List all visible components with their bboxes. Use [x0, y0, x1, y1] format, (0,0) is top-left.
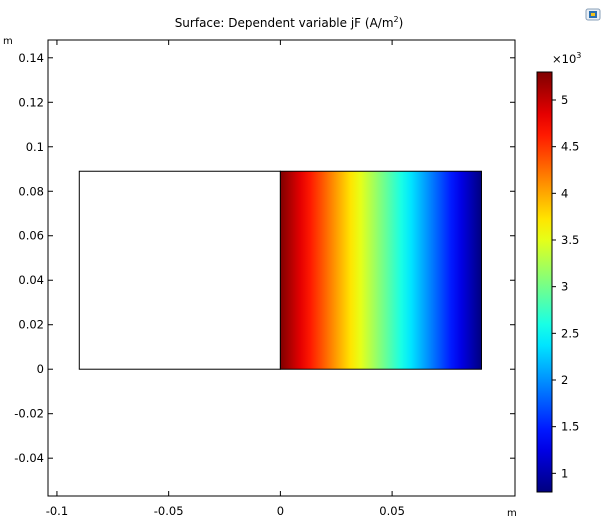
colorbar-tick-label: 3.5	[561, 233, 579, 247]
x-tick-label: 0.05	[379, 504, 405, 518]
y-tick-label: 0	[37, 362, 44, 376]
y-tick-label: 0.02	[18, 318, 44, 332]
x-axis-ticks: -0.1 -0.05 0 0.05	[46, 40, 405, 518]
x-tick-label: -0.1	[46, 504, 68, 518]
y-tick-label: 0.1	[26, 140, 44, 154]
colorbar-multiplier-exponent: 3	[576, 51, 581, 60]
comsol-plot-window-icon[interactable]	[585, 8, 601, 21]
left-domain	[78, 170, 281, 370]
colorbar-tick-label: 2.5	[561, 326, 579, 340]
y-tick-label: 0.04	[18, 273, 44, 287]
colorbar-tick-label: 1	[561, 466, 568, 480]
x-tick-label: -0.05	[154, 504, 184, 518]
colorbar-multiplier: ×103	[552, 51, 581, 66]
colorbar-tick-label: 4.5	[561, 140, 579, 154]
colorbar-tick-label: 2	[561, 373, 568, 387]
colorbar-tick-label: 4	[561, 186, 568, 200]
plot-title-superscript: 2	[394, 15, 399, 24]
y-tick-label: 0.06	[18, 229, 44, 243]
plot-title: Surface: Dependent variable jF (A/m2)	[175, 15, 404, 30]
colorbar	[536, 71, 553, 493]
colorbar-tick-label: 1.5	[561, 420, 579, 434]
y-axis-ticks: -0.04 -0.02 0 0.02 0.04 0.06 0.08 0.1 0.12 0.14	[14, 51, 515, 465]
y-tick-label: -0.04	[14, 451, 44, 465]
colorbar-ticks: 1 1.5 2 2.5 3 3.5 4 4.5 5	[552, 93, 579, 480]
plot-title-end: )	[399, 16, 404, 30]
y-tick-label: 0.12	[18, 95, 44, 109]
y-tick-label: 0.08	[18, 184, 44, 198]
x-tick-label: 0	[277, 504, 284, 518]
colorbar-tick-label: 3	[561, 280, 568, 294]
x-axis-unit-label: m	[507, 508, 517, 519]
y-axis-unit-label: m	[3, 36, 13, 47]
colorbar-tick-label: 5	[561, 93, 568, 107]
y-tick-label: 0.14	[18, 51, 44, 65]
geometry-domains	[78, 170, 482, 370]
y-tick-label: -0.02	[14, 407, 44, 421]
right-domain	[279, 170, 482, 370]
